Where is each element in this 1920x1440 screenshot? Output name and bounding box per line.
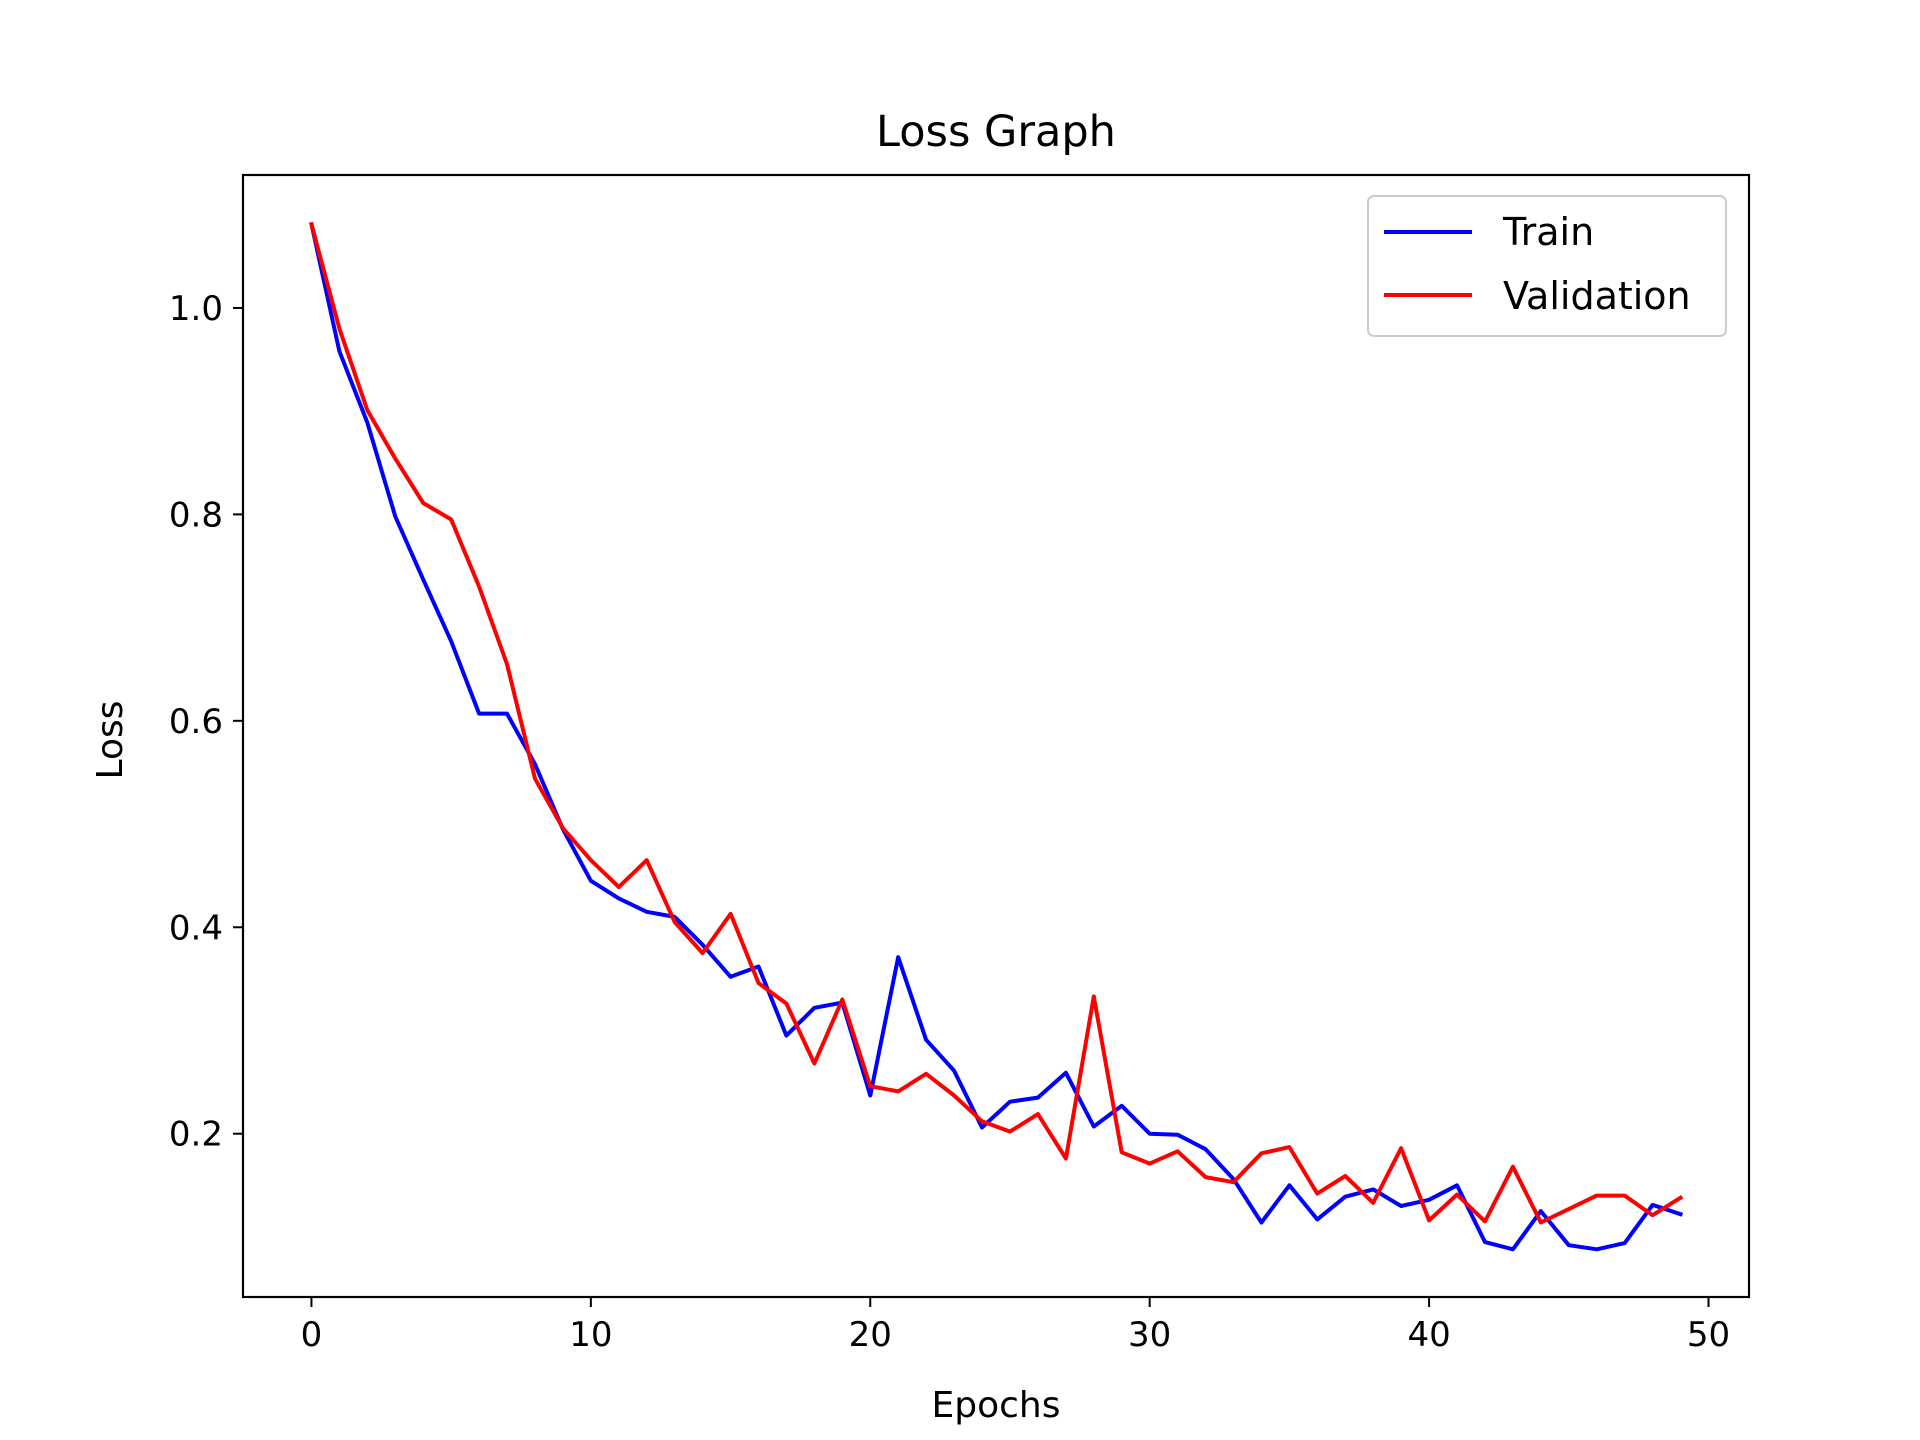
x-tick-label: 20	[849, 1315, 892, 1355]
y-axis-label: Loss	[90, 701, 131, 780]
x-tick-label: 50	[1687, 1315, 1730, 1355]
x-tick-label: 0	[301, 1315, 323, 1355]
series-line-train	[309, 221, 1684, 1252]
x-ticks: 0 10 20 30 40 50	[301, 1297, 1730, 1355]
plot-frame	[241, 173, 1751, 1299]
x-tick-label: 30	[1128, 1315, 1171, 1355]
y-tick-label: 0.8	[169, 495, 223, 535]
x-tick-label: 10	[569, 1315, 612, 1355]
y-tick-label: 0.2	[169, 1115, 223, 1155]
y-tick-label: 0.4	[169, 908, 223, 948]
chart-title: Loss Graph	[876, 107, 1116, 157]
legend-label-train: Train	[1502, 210, 1594, 254]
x-axis-label: Epochs	[932, 1385, 1061, 1426]
x-tick-label: 40	[1407, 1315, 1450, 1355]
legend: Train Validation	[1367, 195, 1727, 337]
y-tick-label: 1.0	[169, 289, 223, 329]
legend-label-validation: Validation	[1503, 274, 1691, 318]
y-tick-label: 0.6	[169, 702, 223, 742]
y-ticks: 0.2 0.4 0.6 0.8 1.0	[169, 289, 243, 1155]
series-line-validation	[309, 221, 1684, 1225]
series-layer	[309, 221, 1684, 1252]
